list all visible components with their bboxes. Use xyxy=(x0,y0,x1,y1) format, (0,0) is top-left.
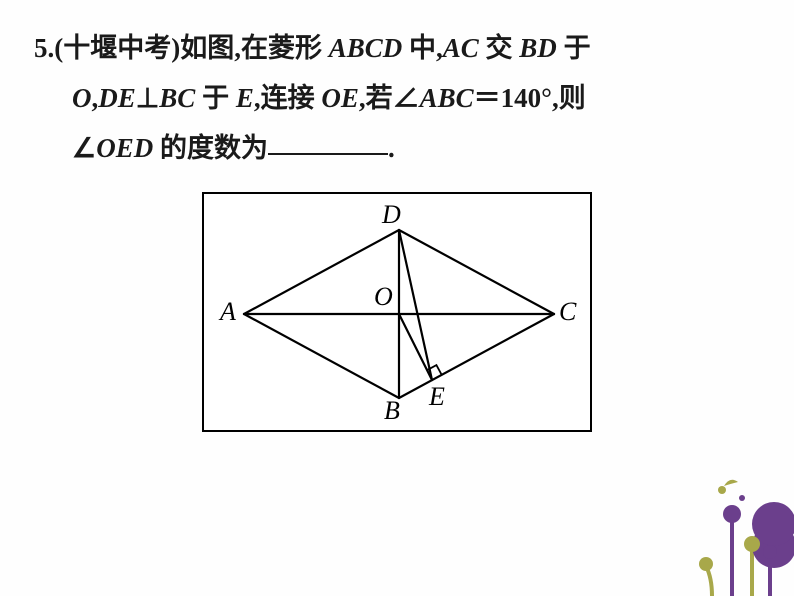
period: . xyxy=(388,133,395,163)
t: 如图,在菱形 xyxy=(180,33,329,63)
question-text: 5.(十堰中考)如图,在菱形 ABCD 中,AC 交 BD 于 O,DE⊥BC … xyxy=(0,0,794,174)
label-B: B xyxy=(384,396,400,426)
angle-symbol: ∠ xyxy=(72,133,96,163)
t: 的度数为 xyxy=(153,133,268,163)
o: O xyxy=(72,83,92,113)
label-E: E xyxy=(429,382,445,412)
oed: OED xyxy=(96,133,153,163)
t: ,若 xyxy=(359,83,393,113)
oe: OE xyxy=(321,83,359,113)
bc: BC xyxy=(159,83,195,113)
q-source: (十堰中考) xyxy=(54,33,180,63)
abcd: ABCD xyxy=(329,33,403,63)
decorative-flourish xyxy=(614,466,794,596)
label-D: D xyxy=(382,200,401,230)
angle-symbol: ∠ xyxy=(393,83,420,113)
t: ,则 xyxy=(552,83,586,113)
label-O: O xyxy=(374,282,393,312)
bd: BD xyxy=(519,33,557,63)
e: E xyxy=(236,83,254,113)
t: 交 xyxy=(479,33,520,63)
ac: AC xyxy=(443,33,479,63)
perp-symbol: ⊥ xyxy=(136,83,160,113)
t: 于 xyxy=(195,83,236,113)
de: DE xyxy=(98,83,136,113)
t: ,连接 xyxy=(254,83,322,113)
abc: ABC xyxy=(420,83,474,113)
t: 中, xyxy=(402,33,443,63)
q-number: 5. xyxy=(34,33,54,63)
label-A: A xyxy=(220,297,236,327)
eq: ＝140° xyxy=(474,83,552,113)
t: 于 xyxy=(557,33,591,63)
label-C: C xyxy=(559,297,576,327)
geometry-diagram: D A C B O E xyxy=(202,192,592,432)
answer-blank[interactable] xyxy=(268,128,388,155)
